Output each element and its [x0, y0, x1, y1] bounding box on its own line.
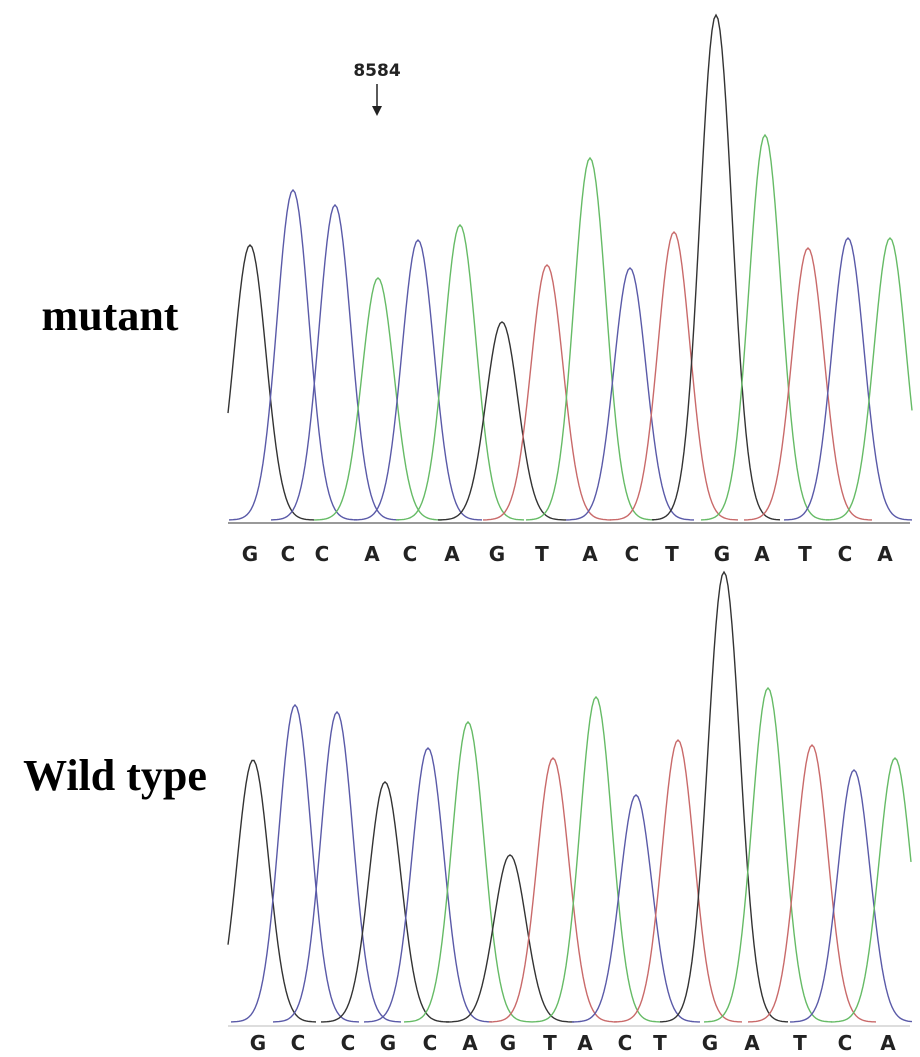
- position-marker: 8584: [353, 61, 400, 81]
- base-call: C: [341, 1031, 356, 1055]
- chromatogram-figure: mutant Wild type 8584 GCCACAGTACTGATCAGC…: [0, 0, 920, 1057]
- base-call: C: [423, 1031, 438, 1055]
- base-call: G: [500, 1031, 516, 1055]
- base-call: C: [315, 542, 330, 566]
- base-call: A: [462, 1031, 478, 1055]
- base-call: T: [653, 1031, 667, 1055]
- base-call: G: [242, 542, 258, 566]
- base-call: C: [838, 542, 853, 566]
- base-call: C: [838, 1031, 853, 1055]
- base-call: T: [798, 542, 812, 566]
- base-call: C: [291, 1031, 306, 1055]
- base-call: T: [793, 1031, 807, 1055]
- base-call: T: [665, 542, 679, 566]
- base-call: G: [489, 542, 505, 566]
- base-call: A: [744, 1031, 760, 1055]
- base-call: A: [577, 1031, 593, 1055]
- base-call: A: [444, 542, 460, 566]
- base-call: A: [364, 542, 380, 566]
- base-call: G: [714, 542, 730, 566]
- base-call: C: [618, 1031, 633, 1055]
- base-call: A: [754, 542, 770, 566]
- base-call: G: [250, 1031, 266, 1055]
- base-call: C: [625, 542, 640, 566]
- wild-type-label: Wild type: [23, 751, 207, 800]
- base-call: G: [702, 1031, 718, 1055]
- base-call: A: [877, 542, 893, 566]
- base-call: C: [403, 542, 418, 566]
- base-call: C: [281, 542, 296, 566]
- background: [0, 0, 920, 1057]
- base-call: A: [880, 1031, 896, 1055]
- base-call: A: [582, 542, 598, 566]
- base-call: T: [535, 542, 549, 566]
- base-call: G: [380, 1031, 396, 1055]
- mutant-label: mutant: [42, 291, 179, 340]
- base-call: T: [543, 1031, 557, 1055]
